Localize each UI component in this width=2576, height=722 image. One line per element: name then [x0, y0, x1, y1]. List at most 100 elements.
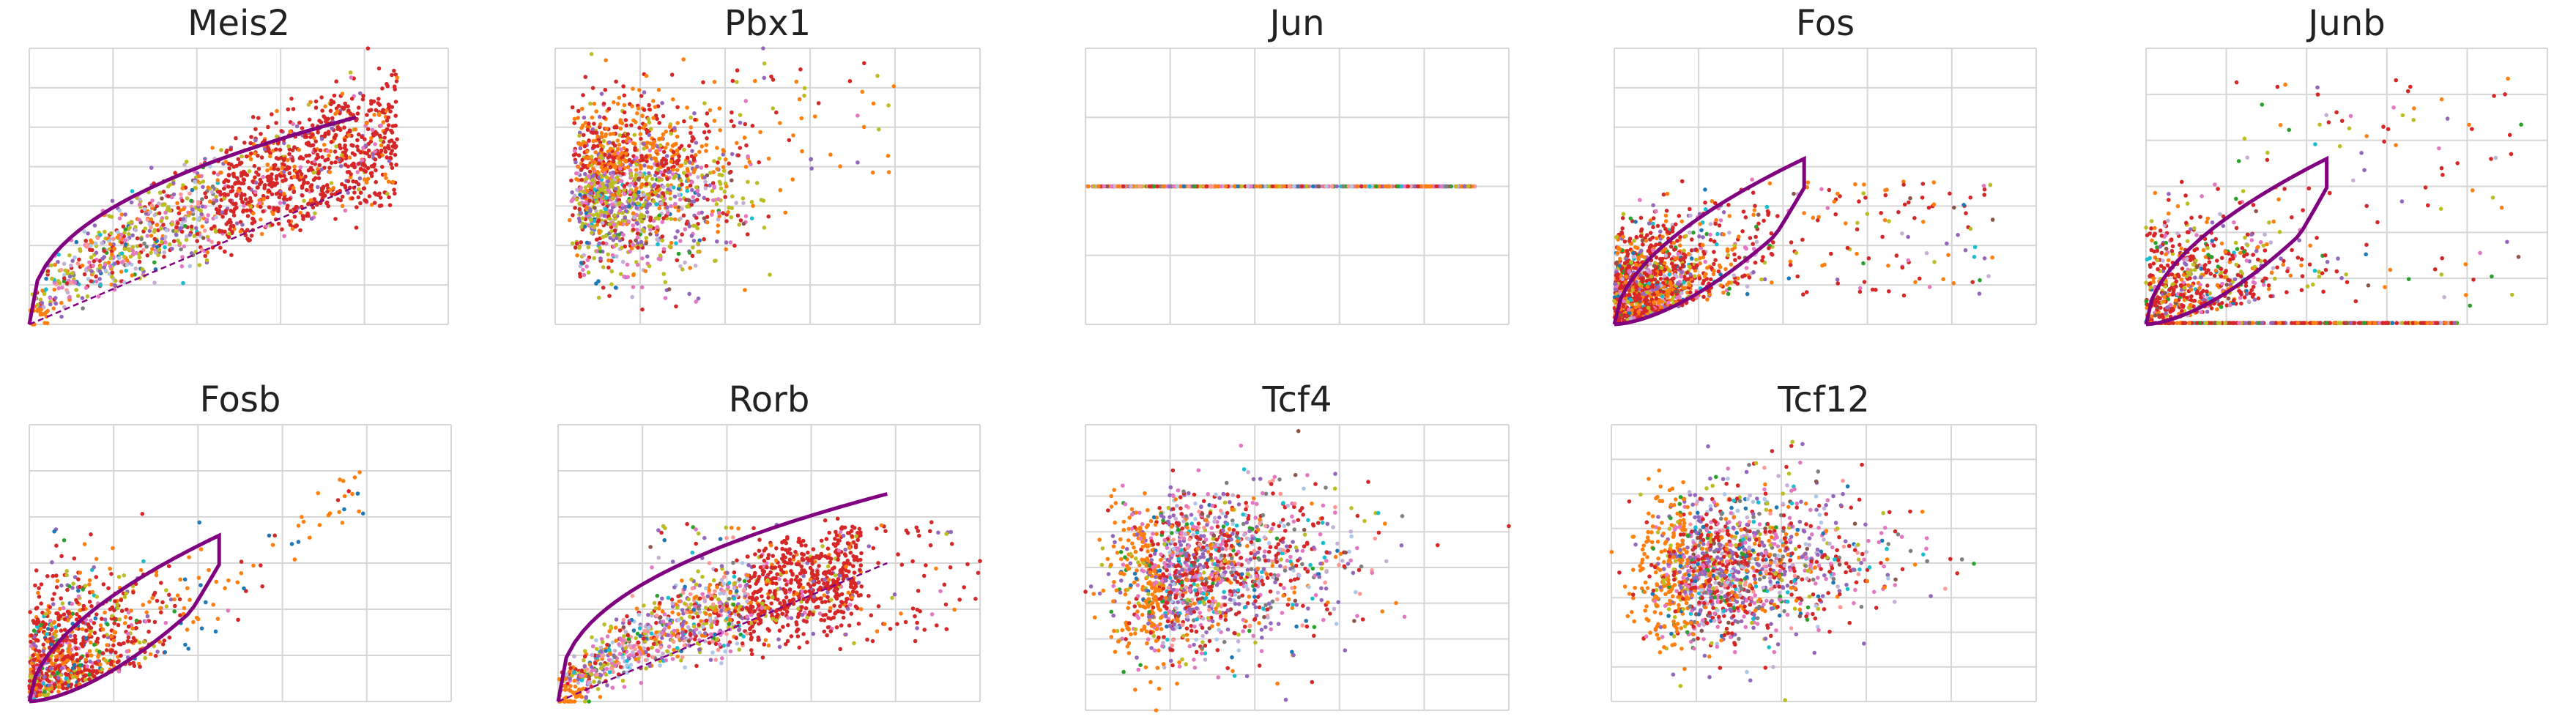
data-point: [651, 116, 656, 120]
data-point: [89, 269, 94, 274]
data-point: [103, 268, 108, 273]
data-point: [242, 141, 247, 145]
data-point: [612, 234, 616, 238]
data-point: [632, 133, 637, 137]
data-point: [44, 287, 48, 292]
data-point: [732, 124, 736, 128]
data-point: [1705, 297, 1710, 302]
data-point: [736, 153, 740, 157]
data-point: [249, 151, 253, 156]
data-point: [599, 130, 604, 135]
data-point: [1727, 286, 1731, 291]
data-point: [203, 157, 207, 161]
data-point: [727, 205, 731, 210]
data-point: [1270, 184, 1275, 189]
data-point: [142, 206, 147, 212]
data-point: [334, 106, 339, 111]
data-point: [644, 182, 649, 187]
data-point: [586, 245, 591, 250]
data-point: [762, 61, 767, 66]
data-point: [855, 160, 860, 165]
data-point: [683, 260, 687, 265]
data-point: [647, 107, 652, 112]
data-point: [251, 211, 256, 216]
scatter-points: [28, 46, 400, 327]
data-point: [394, 163, 398, 167]
data-point: [626, 275, 631, 280]
data-point: [123, 227, 128, 232]
data-point: [672, 185, 676, 190]
data-point: [1880, 234, 1885, 239]
data-point: [355, 144, 360, 149]
data-point: [352, 152, 357, 157]
data-point: [580, 157, 584, 163]
data-point: [1699, 228, 1704, 233]
data-point: [130, 189, 135, 193]
panel-meis2: Meis2: [27, 3, 449, 327]
data-point: [622, 275, 626, 279]
data-point: [243, 197, 248, 201]
data-point: [600, 220, 605, 226]
data-point: [759, 198, 764, 202]
data-point: [713, 258, 718, 263]
data-point: [298, 165, 303, 170]
data-point: [738, 120, 743, 125]
data-point: [348, 175, 353, 179]
data-point: [697, 149, 702, 155]
data-point: [680, 232, 684, 237]
data-point: [664, 129, 668, 134]
data-point: [634, 162, 639, 167]
data-point: [658, 148, 662, 152]
data-point: [250, 115, 256, 119]
data-point: [325, 190, 330, 194]
data-point: [1682, 248, 1686, 253]
data-point: [717, 179, 722, 185]
data-point: [693, 223, 698, 228]
data-point: [49, 263, 53, 268]
data-point: [112, 246, 116, 251]
data-point: [674, 304, 678, 309]
data-point: [1792, 191, 1796, 196]
data-point: [689, 202, 694, 207]
data-point: [106, 260, 111, 265]
data-point: [226, 185, 231, 189]
data-point: [135, 244, 140, 249]
data-point: [654, 202, 659, 206]
data-point: [1254, 184, 1258, 189]
data-point: [363, 137, 367, 141]
data-point: [50, 276, 54, 281]
data-point: [1214, 184, 1218, 189]
data-point: [636, 262, 640, 267]
data-point: [634, 155, 639, 160]
data-point: [144, 212, 149, 216]
data-point: [313, 99, 319, 104]
data-point: [274, 121, 278, 125]
data-point: [162, 250, 167, 255]
data-point: [1661, 192, 1666, 197]
data-point: [691, 156, 697, 160]
data-point: [578, 193, 582, 197]
data-point: [593, 144, 597, 149]
data-point: [190, 187, 195, 193]
data-point: [275, 167, 281, 172]
data-point: [664, 190, 669, 195]
data-point: [1756, 212, 1761, 217]
data-point: [386, 123, 391, 127]
data-point: [669, 160, 674, 164]
data-point: [871, 101, 876, 106]
data-point: [1961, 203, 1966, 207]
data-point: [595, 170, 600, 174]
data-point: [619, 179, 624, 184]
data-point: [738, 113, 743, 117]
data-point: [617, 232, 621, 237]
data-point: [607, 222, 612, 226]
data-point: [1617, 316, 1622, 321]
data-point: [591, 138, 596, 144]
data-point: [1621, 212, 1626, 217]
data-point: [51, 306, 56, 311]
data-point: [323, 116, 327, 120]
data-point: [749, 199, 754, 204]
data-point: [1626, 264, 1630, 269]
data-point: [1795, 274, 1800, 279]
data-point: [92, 223, 97, 228]
